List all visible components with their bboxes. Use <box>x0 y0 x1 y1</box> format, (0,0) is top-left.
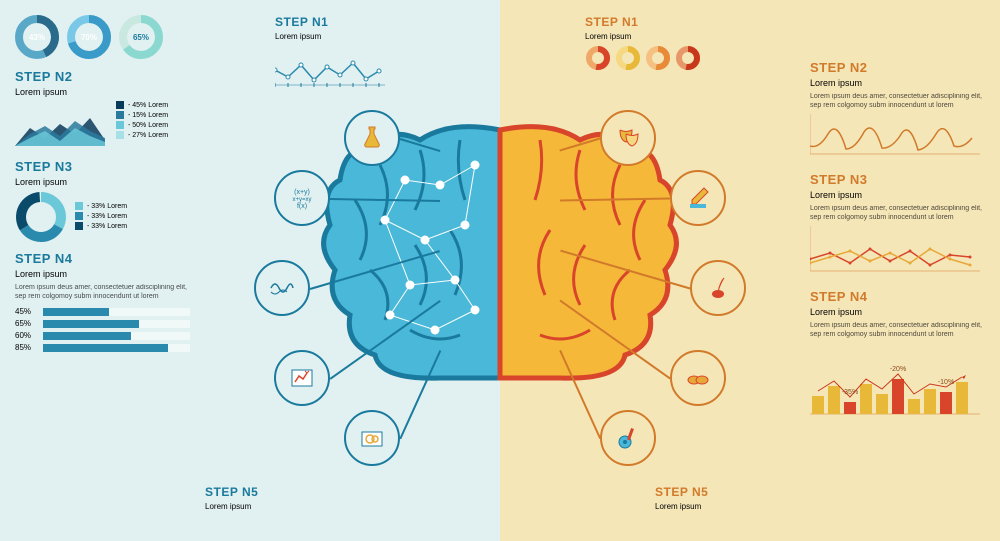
hbar-chart: 45% 65% 60% 85% <box>15 307 190 352</box>
hbar-row: 85% <box>15 343 190 352</box>
step-n4-title-r: STEP N4 <box>810 289 985 304</box>
mini-line-chart <box>275 45 385 90</box>
hbar-row: 65% <box>15 319 190 328</box>
step-n5-title: STEP N5 <box>205 485 320 499</box>
step-n1-block-r: STEP N1 Lorem ipsum <box>585 15 725 79</box>
hbar-row: 60% <box>15 331 190 340</box>
step-n3-sub: Lorem ipsum <box>15 177 190 187</box>
step-n5-title-r: STEP N5 <box>655 485 770 499</box>
chart-icon <box>274 350 330 406</box>
mini-donut <box>675 45 701 71</box>
step-n1-block: STEP N1 Lorem ipsum <box>275 15 390 95</box>
step-n4-body: Lorem ipsum deus amer, consectetuer adis… <box>15 283 190 301</box>
legend-item: - 33% Lorem <box>75 222 127 230</box>
donut-row: 43%70%65% <box>15 15 190 59</box>
mini-donut <box>615 45 641 71</box>
mini-donut <box>645 45 671 71</box>
quill-icon <box>690 260 746 316</box>
left-column: 43%70%65% STEP N2 Lorem ipsum - 45% Lore… <box>15 15 190 355</box>
svg-text:-35%: -35% <box>842 389 858 396</box>
gear-icon <box>344 410 400 466</box>
step-n5-sub-r: Lorem ipsum <box>655 502 770 511</box>
legend-item: - 15% Lorem <box>116 111 168 119</box>
step-n3-body-r: Lorem ipsum deus amer, consectetuer adis… <box>810 204 985 222</box>
area-chart: - 45% Lorem - 15% Lorem - 50% Lorem - 27% L… <box>15 101 190 151</box>
step-n3-title-r: STEP N3 <box>810 172 985 187</box>
brain-right-svg <box>480 110 700 390</box>
multiline-chart <box>810 226 980 276</box>
legend-item: - 33% Lorem <box>75 212 127 220</box>
donut-70: 70% <box>67 15 111 59</box>
dropper-icon <box>670 170 726 226</box>
wave-icon <box>254 260 310 316</box>
hbar-row: 45% <box>15 307 190 316</box>
mini-donut-row <box>585 45 725 71</box>
step-n2-title-r: STEP N2 <box>810 60 985 75</box>
step-n5-sub: Lorem ipsum <box>205 502 320 511</box>
step-n1-sub: Lorem ipsum <box>275 32 390 41</box>
legend-item: - 45% Lorem <box>116 101 168 109</box>
ring-chart: - 33% Lorem - 33% Lorem - 33% Lorem <box>15 191 190 243</box>
step-n5-block: STEP N5 Lorem ipsum <box>205 485 320 515</box>
step-n4-sub: Lorem ipsum <box>15 269 190 279</box>
mini-donut <box>585 45 611 71</box>
donut-43: 43% <box>15 15 59 59</box>
guitar-icon <box>600 410 656 466</box>
step-n2-sub-r: Lorem ipsum <box>810 78 985 88</box>
legend-item: - 33% Lorem <box>75 202 127 210</box>
bar-chart: -35% -20% -10% <box>810 344 980 419</box>
step-n4-sub-r: Lorem ipsum <box>810 307 985 317</box>
donut-65: 65% <box>119 15 163 59</box>
step-n4-title: STEP N4 <box>15 251 190 266</box>
svg-text:-20%: -20% <box>890 366 906 373</box>
svg-text:(x+y): (x+y) <box>294 189 310 196</box>
step-n3-sub-r: Lorem ipsum <box>810 190 985 200</box>
right-panel: STEP N1 Lorem ipsum STEP N5 Lorem ipsum … <box>500 0 1000 541</box>
step-n1-title-r: STEP N1 <box>585 15 725 29</box>
svg-text:-10%: -10% <box>938 379 954 386</box>
left-panel: 43%70%65% STEP N2 Lorem ipsum - 45% Lore… <box>0 0 500 541</box>
math-icon: (x+y)x+y=xyf(x) <box>274 170 330 226</box>
right-column: STEP N2 Lorem ipsum Lorem ipsum deus ame… <box>810 60 985 432</box>
step-n1-sub-r: Lorem ipsum <box>585 32 725 41</box>
flask-icon <box>344 110 400 166</box>
brain-right <box>480 110 700 390</box>
step-n4-body-r: Lorem ipsum deus amer, consectetuer adis… <box>810 321 985 339</box>
legend-item: - 27% Lorem <box>116 131 168 139</box>
step-n2-title: STEP N2 <box>15 69 190 84</box>
shoes-icon <box>670 350 726 406</box>
step-n3-title: STEP N3 <box>15 159 190 174</box>
step-n2-sub: Lorem ipsum <box>15 87 190 97</box>
step-n5-block-r: STEP N5 Lorem ipsum <box>655 485 770 515</box>
legend-item: - 50% Lorem <box>116 121 168 129</box>
step-n1-title: STEP N1 <box>275 15 390 29</box>
masks-icon <box>600 110 656 166</box>
step-n2-body-r: Lorem ipsum deus amer, consectetuer adis… <box>810 92 985 110</box>
wave-chart <box>810 114 980 159</box>
svg-text:f(x): f(x) <box>297 203 307 210</box>
